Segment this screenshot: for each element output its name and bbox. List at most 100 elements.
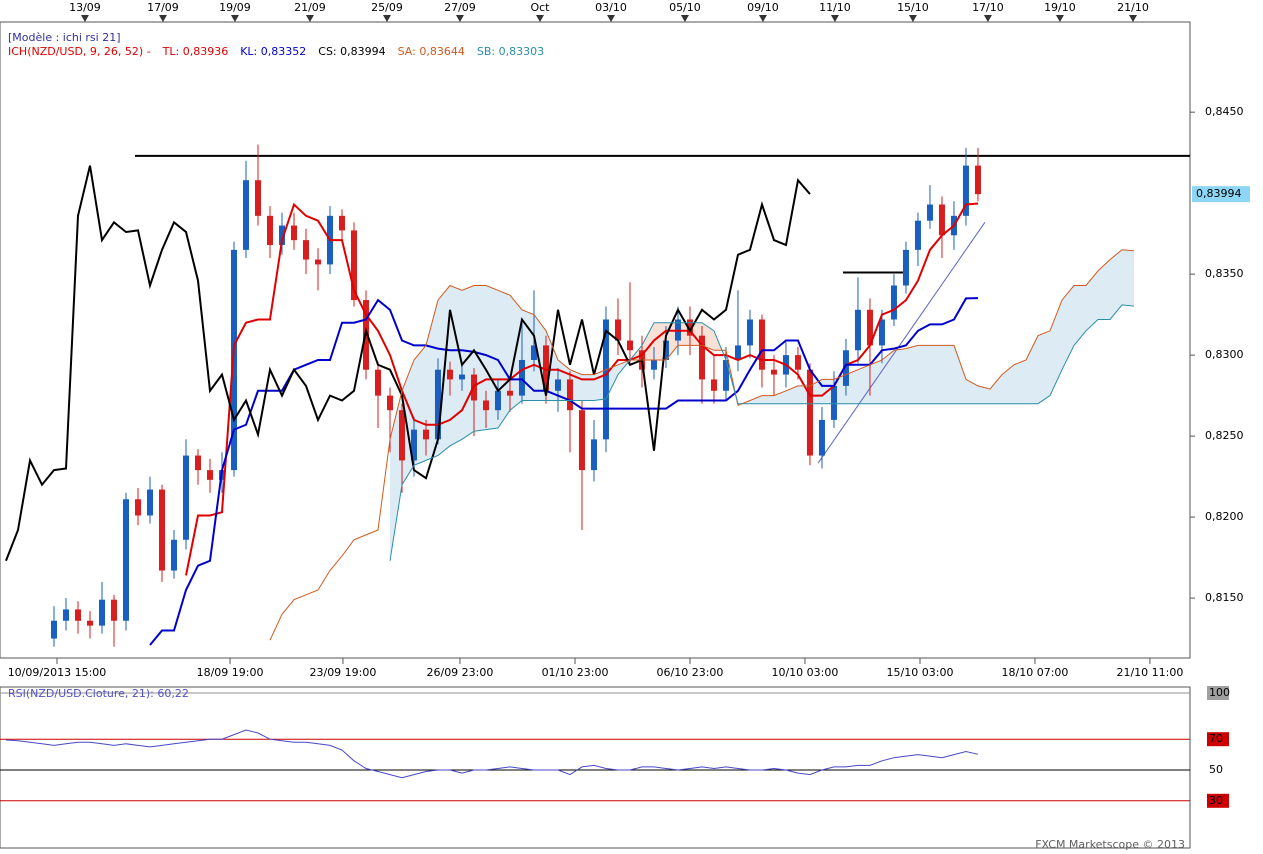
rsi-title: RSI(NZD/USD.Cloture, 21): 60,22	[8, 687, 189, 700]
top-date-label: Oct	[530, 1, 550, 14]
candle-body	[662, 340, 669, 360]
candle-body	[710, 379, 717, 391]
cloud	[1001, 364, 1014, 404]
cloud	[917, 345, 930, 404]
top-date-label: 19/10	[1044, 1, 1076, 14]
cloud	[785, 385, 798, 404]
candle-body	[302, 240, 309, 260]
date-marker	[382, 15, 391, 22]
top-date-label: 19/09	[219, 1, 251, 14]
rsi-tick-box	[1207, 793, 1229, 808]
cloud	[1121, 249, 1134, 307]
candle-body	[698, 335, 705, 380]
top-date-label: 21/09	[294, 1, 326, 14]
candle-body	[818, 419, 825, 456]
cloud	[1013, 359, 1026, 404]
top-date-label: 17/09	[147, 1, 179, 14]
candle-body	[182, 455, 189, 540]
candle-body	[230, 249, 237, 471]
x-tick-label: 26/09 23:00	[426, 666, 493, 679]
candle-body	[878, 319, 885, 346]
candle-body	[974, 165, 981, 195]
indicator-line	[5, 165, 811, 562]
y-tick-label: 0,8250	[1205, 429, 1244, 442]
candle-body	[722, 359, 729, 391]
footer: FXCM Marketscope © 2013	[1035, 838, 1185, 851]
date-marker	[983, 15, 992, 22]
candle-body	[86, 620, 93, 626]
y-tick-label: 0,8200	[1205, 510, 1244, 523]
cloud	[941, 345, 954, 404]
date-marker	[158, 15, 167, 22]
cloud	[581, 374, 594, 401]
candle-body	[806, 369, 813, 456]
date-marker	[680, 15, 689, 22]
cloud	[1073, 285, 1086, 346]
top-date-label: 05/10	[669, 1, 701, 14]
candle-body	[386, 395, 393, 411]
top-date-label: 11/10	[819, 1, 851, 14]
candle-body	[566, 379, 573, 411]
date-marker	[305, 15, 314, 22]
cloud	[881, 350, 894, 404]
candle-body	[554, 379, 561, 391]
cloud	[1097, 259, 1110, 320]
x-tick-label: 01/10 23:00	[542, 666, 609, 679]
template-label: [Modèle : ichi rsi 21]	[8, 31, 121, 44]
legend-entry: SA: 0,83644	[398, 45, 465, 58]
candle-body	[902, 249, 909, 286]
x-tick-label: 23/09 19:00	[309, 666, 376, 679]
candle-body	[734, 345, 741, 360]
date-marker	[455, 15, 464, 22]
x-tick-label: 06/10 23:00	[657, 666, 724, 679]
cloud	[857, 364, 870, 404]
candle-body	[854, 309, 861, 351]
y-tick-label: 0,8350	[1205, 267, 1244, 280]
candle-body	[866, 309, 873, 346]
candle-body	[62, 609, 69, 621]
rsi-plot	[0, 692, 1190, 802]
date-marker	[607, 15, 616, 22]
cloud	[869, 359, 882, 404]
y-tick-label: 0,8450	[1205, 105, 1244, 118]
candle-body	[194, 455, 201, 471]
x-tick-label: 10/09/2013 15:00	[8, 666, 107, 679]
candle-body	[770, 369, 777, 375]
x-tick-label: 10/10 03:00	[771, 666, 838, 679]
price-plot	[5, 144, 1190, 647]
x-tick-label: 18/09 19:00	[197, 666, 264, 679]
legend-entry: KL: 0,83352	[240, 45, 306, 58]
legend-entry: TL: 0,83936	[162, 45, 229, 58]
candle-body	[962, 165, 969, 216]
top-date-label: 17/10	[972, 1, 1004, 14]
drawn-line	[817, 222, 986, 464]
candle-body	[626, 340, 633, 351]
candle-body	[158, 489, 165, 571]
candle-body	[494, 390, 501, 411]
candle-body	[134, 499, 141, 516]
cloud	[761, 395, 774, 404]
candle-body	[278, 225, 285, 245]
cloud	[989, 374, 1002, 404]
candle-body	[206, 470, 213, 480]
indicator-line	[389, 304, 1135, 561]
cloud	[953, 345, 966, 404]
top-date-label: 03/10	[595, 1, 627, 14]
top-date-label: 15/10	[897, 1, 929, 14]
candle-body	[758, 319, 765, 370]
legend-entry: CS: 0,83994	[318, 45, 385, 58]
rsi-tick-label: 30	[1209, 794, 1223, 807]
cloud	[1109, 249, 1122, 320]
candle-body	[110, 599, 117, 621]
rsi-tick-box	[1207, 686, 1229, 700]
legend-entry: SB: 0,83303	[477, 45, 544, 58]
candle-body	[842, 350, 849, 386]
indicator-line	[269, 249, 1135, 641]
candle-body	[542, 345, 549, 391]
cloud	[749, 395, 762, 404]
x-tick-label: 15/10 03:00	[887, 666, 954, 679]
candle-body	[446, 369, 453, 380]
top-date-label: 21/10	[1117, 1, 1149, 14]
axes: 0,8450 0,8350 0,8300 0,8250 0,8200 0,8150 10/0…	[8, 1, 1250, 808]
candle-body	[746, 319, 753, 346]
